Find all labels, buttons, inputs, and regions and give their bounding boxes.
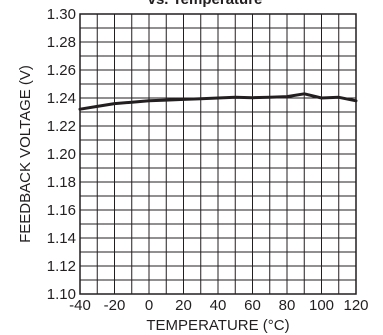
y-tick-label: 1.18 <box>47 174 76 191</box>
y-tick-label: 1.14 <box>47 230 76 247</box>
x-tick-label: -20 <box>104 297 126 314</box>
series-line <box>78 92 358 111</box>
y-axis-label: FEEDBACK VOLTAGE (V) <box>17 65 34 243</box>
series-group <box>78 92 358 111</box>
y-tick-label: 1.22 <box>47 118 76 135</box>
x-tick-label: 60 <box>244 297 261 314</box>
y-tick-label: 1.12 <box>47 258 76 275</box>
x-tick-label: 120 <box>343 297 368 314</box>
x-tick-label: 0 <box>145 297 153 314</box>
x-axis-label: TEMPERATURE (°C) <box>146 317 289 334</box>
y-tick-labels: 1.10 1.12 1.14 1.16 1.18 1.20 1.22 1.24 1.26 1.28… <box>47 6 76 303</box>
x-tick-label: 40 <box>210 297 227 314</box>
grid <box>80 14 356 294</box>
x-tick-labels: -40 -20 0 20 40 60 80 100 120 <box>69 297 368 314</box>
y-tick-label: 1.20 <box>47 146 76 163</box>
plot-frame <box>79 13 357 295</box>
x-tick-label: 80 <box>279 297 296 314</box>
chart-title: vs. Temperature <box>148 0 263 8</box>
x-tick-label: 20 <box>175 297 192 314</box>
y-tick-label: 1.30 <box>47 6 76 23</box>
y-tick-label: 1.26 <box>47 62 76 79</box>
x-tick-label: 100 <box>309 297 334 314</box>
y-tick-label: 1.28 <box>47 34 76 51</box>
y-tick-label: 1.10 <box>47 286 76 303</box>
x-tick-label: -40 <box>69 297 91 314</box>
y-tick-label: 1.24 <box>47 90 76 107</box>
y-tick-label: 1.16 <box>47 202 76 219</box>
